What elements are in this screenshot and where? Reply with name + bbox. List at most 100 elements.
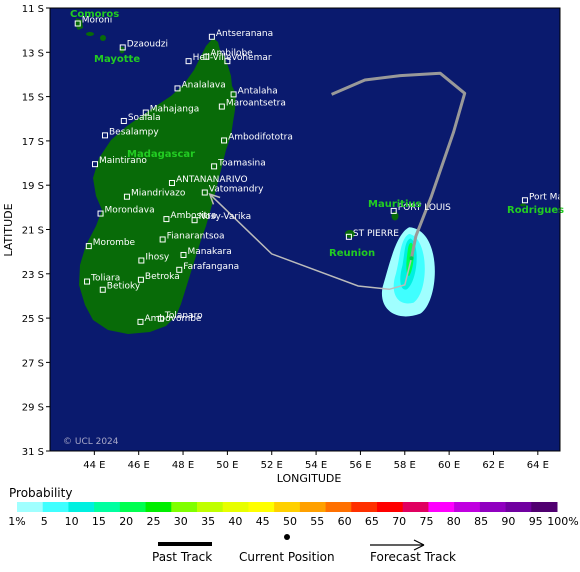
y-axis-title: LATITUDE [2,203,15,256]
scale-swatch [351,502,378,512]
lat-tick-label: 15 S [22,93,44,104]
place-label: ANTANANARIVO [176,175,248,185]
place-label: Vatomandry [209,185,264,195]
legend-forecast-arrowhead [413,539,425,551]
lon-tick-label: 50 E [216,460,238,471]
place-marker [176,266,183,273]
place-marker [84,278,91,285]
place-marker [521,197,528,204]
scale-swatch [42,502,69,512]
place-label: Ambovombe [144,314,201,324]
place-label: Ambilobe [210,49,253,59]
lat-tick-label: 31 S [22,447,44,458]
place-label: Maintirano [99,156,147,166]
scale-swatch [197,502,224,512]
place-label: ST PIERRE [353,229,399,239]
legend-forecast-label: Forecast Track [370,550,456,564]
place-label: Morombe [93,238,136,248]
rodrigues-land [520,203,526,207]
lon-tick-label: 48 E [172,460,194,471]
scale-swatch [248,502,275,512]
anjouan-land [100,35,106,41]
place-marker [201,189,208,196]
place-marker [92,161,99,168]
scale-label: 30 [174,515,188,528]
place-label: Antseranana [216,29,273,39]
place-marker [119,44,126,51]
place-marker [137,276,144,283]
scale-label: 60 [338,515,352,528]
past-track-line [331,71,467,259]
lon-tick-label: 58 E [394,460,416,471]
scale-swatch [454,502,481,512]
scale-label: 35 [201,515,215,528]
scale-label: 5 [41,515,48,528]
places-layer: Moroni Dzaoudzi Antseranana AmbilobeVohemar… [74,16,580,325]
lat-tick-label: 11 S [22,4,44,15]
scale-label: 90 [501,515,515,528]
scale-label: 65 [365,515,379,528]
lon-tick-label: 64 E [527,460,549,471]
place-marker [180,251,187,258]
place-marker [211,163,218,170]
scale-swatch [377,502,404,512]
place-marker [224,58,231,65]
place-label: Farafangana [183,262,239,272]
legend-current-dot [284,534,290,540]
place-label: Besalampy [109,127,159,137]
place-label: Ihosy [145,253,170,263]
place-label: Nosy-Varika [199,212,252,222]
lat-tick-label: 19 S [22,181,44,192]
probability-title: Probability [9,486,72,500]
place-label: Port Mathurin [529,192,580,202]
place-label: Morondava [105,206,155,216]
place-marker [101,132,108,139]
place-marker [390,207,397,214]
place-label: Toliara [90,274,120,284]
place-marker [191,217,198,224]
region-madagascar: Madagascar [127,149,195,160]
scale-swatch [17,502,44,512]
lat-tick-label: 17 S [22,137,44,148]
place-label: Soalala [128,113,161,123]
lat-tick-label: 21 S [22,226,44,237]
scale-label: 1% [8,515,25,528]
place-marker [85,243,92,250]
madagascar-land [79,38,236,334]
scale-swatch [119,502,147,512]
scale-swatch [94,502,121,512]
place-marker [123,193,130,200]
place-label: Betioky [107,282,141,292]
scale-swatch [531,502,558,512]
scale-swatch [274,502,301,512]
lat-tick-label: 13 S [22,48,44,59]
scale-swatch [505,502,532,512]
scale-swatch [222,502,249,512]
scale-label: 85 [474,515,488,528]
place-marker [74,20,81,27]
scale-swatch [171,502,198,512]
place-marker [163,216,170,223]
scale-label: 80 [447,515,461,528]
lat-tick-label: 25 S [22,314,44,325]
scale-label: 100% [547,515,578,528]
probability-scale: 1% 5 10 15 20 25 30 35 40 45 50 55 60 65 70 75 80 85 90 95 1… [8,502,579,528]
scale-label: 20 [119,515,133,528]
place-marker [142,109,149,116]
scale-swatch [428,502,455,512]
place-label: Dzaoudzi [127,39,168,49]
lat-tick-label: 23 S [22,270,44,281]
lon-tick-label: 60 E [438,460,460,471]
place-marker [185,58,192,65]
lon-tick-label: 44 E [83,460,105,471]
lon-tick-label: 46 E [128,460,150,471]
place-label: Manakara [187,247,231,257]
scale-swatch [68,502,95,512]
place-label: Ambositra [170,211,216,221]
place-marker [208,33,215,40]
region-mauritius: Mauritius [368,199,422,210]
scale-swatch [299,502,327,512]
region-mayotte: Mayotte [94,54,140,65]
scale-label: 55 [310,515,324,528]
